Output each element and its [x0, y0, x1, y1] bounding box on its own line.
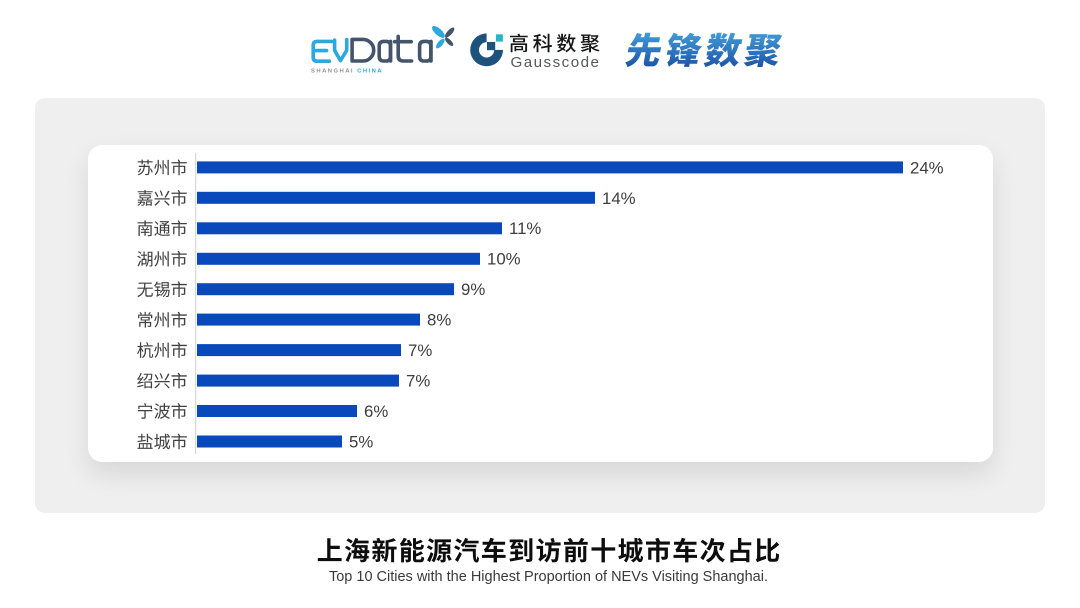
svg-text:14%: 14% [602, 189, 636, 208]
svg-text:7%: 7% [408, 341, 432, 360]
svg-text:SHANGHAI CHINA: SHANGHAI CHINA [311, 69, 383, 75]
svg-text:Top 10 Cities with the Highest: Top 10 Cities with the Highest Proportio… [329, 569, 768, 585]
svg-text:8%: 8% [427, 311, 451, 330]
svg-text:5%: 5% [349, 432, 373, 451]
svg-text:24%: 24% [910, 158, 944, 177]
svg-text:Gausscode: Gausscode [511, 54, 601, 71]
svg-text:10%: 10% [487, 250, 521, 269]
svg-text:11%: 11% [509, 219, 541, 238]
svg-text:9%: 9% [461, 280, 485, 299]
svg-text:6%: 6% [364, 402, 388, 421]
svg-text:7%: 7% [406, 371, 430, 390]
